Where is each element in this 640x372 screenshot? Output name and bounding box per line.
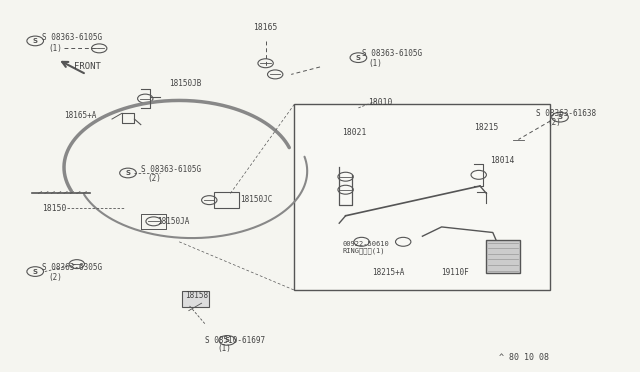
Text: (2): (2) xyxy=(147,174,161,183)
Text: S 08363-6305G: S 08363-6305G xyxy=(42,263,102,272)
Text: 18014: 18014 xyxy=(490,156,514,165)
Text: 18021: 18021 xyxy=(342,128,367,137)
Text: S 08510-61697: S 08510-61697 xyxy=(205,336,265,345)
Text: 18165+A: 18165+A xyxy=(64,111,97,120)
Text: 18010: 18010 xyxy=(368,98,392,107)
Text: S 08363-6105G: S 08363-6105G xyxy=(141,165,201,174)
Text: 18150JC: 18150JC xyxy=(240,195,273,203)
Text: (1): (1) xyxy=(368,59,382,68)
Text: ^ 80 10 08: ^ 80 10 08 xyxy=(499,353,549,362)
Bar xyxy=(214,192,239,208)
Bar xyxy=(294,104,550,290)
Text: 19110F: 19110F xyxy=(442,268,469,277)
Text: 18215+A: 18215+A xyxy=(372,268,405,277)
Text: (2): (2) xyxy=(547,118,561,126)
Text: RINGリング(1): RINGリング(1) xyxy=(342,248,385,254)
Text: (1): (1) xyxy=(48,44,62,53)
Text: S: S xyxy=(33,38,38,44)
Text: 18215: 18215 xyxy=(474,123,498,132)
Text: (2): (2) xyxy=(48,273,62,282)
Text: (1): (1) xyxy=(218,344,232,353)
Text: 18150JA: 18150JA xyxy=(157,217,189,226)
Bar xyxy=(486,240,520,273)
Text: S: S xyxy=(125,170,131,176)
Text: S: S xyxy=(557,114,563,120)
Text: 00922-50610: 00922-50610 xyxy=(342,241,389,247)
Text: S 08363-6105G: S 08363-6105G xyxy=(42,33,102,42)
Text: S: S xyxy=(225,337,230,343)
Text: S: S xyxy=(33,269,38,275)
Text: 18150: 18150 xyxy=(42,204,66,213)
Text: FRONT: FRONT xyxy=(74,62,100,71)
Text: 18158: 18158 xyxy=(186,291,209,300)
Text: 18150JB: 18150JB xyxy=(170,79,202,88)
Text: S: S xyxy=(356,55,361,61)
Text: S 08363-61638: S 08363-61638 xyxy=(536,109,596,118)
Bar xyxy=(182,291,209,307)
Text: S 08363-6105G: S 08363-6105G xyxy=(362,49,422,58)
Text: 18165: 18165 xyxy=(253,23,278,32)
